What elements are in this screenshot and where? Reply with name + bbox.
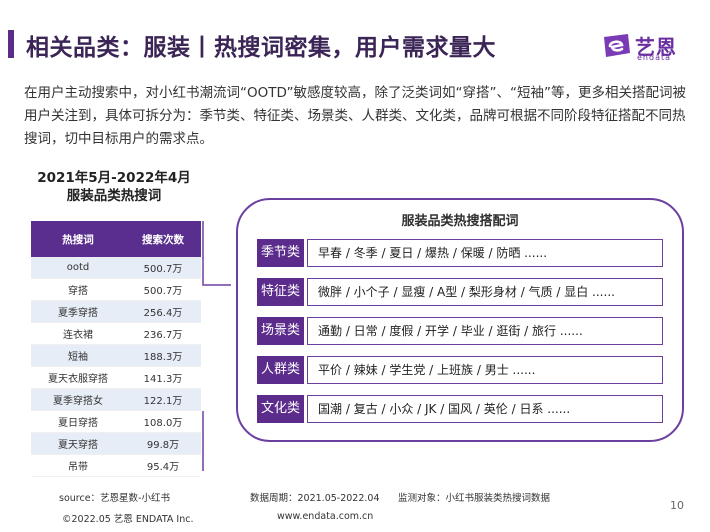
category-words: 平价 / 辣妹 / 学生党 / 上班族 / 男士 ...... (307, 356, 663, 384)
hot-words-table: 热搜词 搜索次数 ootd 500.7万 穿搭 500.7万 夏季穿搭 256.4万 … (31, 221, 201, 477)
keyword-cell: 短袖 (31, 344, 125, 367)
combo-row-feature: 特征类 微胖 / 小个子 / 显瘦 / A型 / 梨形身材 / 气质 / 显白 … (257, 278, 663, 306)
keyword-cell: 穿搭 (31, 278, 125, 301)
copyright: ©2022.05 艺恩 ENDATA Inc. (62, 514, 194, 525)
combo-words-title: 服装品类热搜搭配词 (401, 214, 519, 229)
keyword-cell: 夏天衣服穿搭 (31, 366, 125, 389)
category-tag: 特征类 (257, 278, 304, 306)
data-period-note: 数据周期：2021.05-2022.04 (250, 493, 380, 504)
monitor-target-note: 监测对象：小红书服装类热搜词数据 (398, 493, 551, 504)
combo-row-season: 季节类 早春 / 冬季 / 夏日 / 爆热 / 保暖 / 防晒 ...... (257, 239, 663, 267)
count-cell: 122.1万 (125, 388, 201, 411)
count-cell: 95.4万 (125, 454, 201, 477)
count-cell: 236.7万 (125, 322, 201, 345)
combo-row-culture: 文化类 国潮 / 复古 / 小众 / JK / 国风 / 英伦 / 日系 ...… (257, 395, 663, 423)
hot-words-period: 2021年5月-2022年4月 (37, 170, 191, 186)
category-tag: 季节类 (257, 239, 304, 267)
hot-words-subtitle: 服装品类热搜词 (66, 188, 162, 204)
count-cell: 99.8万 (125, 432, 201, 455)
bracket-connector (202, 221, 231, 471)
endata-logo-icon (604, 34, 630, 57)
keyword-cell: ootd (31, 257, 125, 279)
table-row: 夏天衣服穿搭 141.3万 (31, 366, 201, 389)
table-row: 夏日穿搭 108.0万 (31, 410, 201, 433)
keyword-cell: 夏季穿搭女 (31, 388, 125, 411)
count-cell: 500.7万 (125, 257, 201, 279)
category-words: 早春 / 冬季 / 夏日 / 爆热 / 保暖 / 防晒 ...... (307, 239, 663, 267)
combo-row-crowd: 人群类 平价 / 辣妹 / 学生党 / 上班族 / 男士 ...... (257, 356, 663, 384)
table-row: 夏季穿搭女 122.1万 (31, 388, 201, 411)
page-number: 10 (670, 499, 684, 512)
keyword-cell: 连衣裙 (31, 322, 125, 345)
count-cell: 500.7万 (125, 278, 201, 301)
column-header-keyword: 热搜词 (31, 221, 125, 257)
count-cell: 108.0万 (125, 410, 201, 433)
keyword-cell: 夏日穿搭 (31, 410, 125, 433)
table-row: 吊带 95.4万 (31, 454, 201, 477)
combo-row-scene: 场景类 通勤 / 日常 / 度假 / 开学 / 毕业 / 逛街 / 旅行 ...… (257, 317, 663, 345)
endata-logo: 艺恩 endata (601, 29, 693, 63)
category-tag: 文化类 (257, 395, 304, 423)
category-words: 微胖 / 小个子 / 显瘦 / A型 / 梨形身材 / 气质 / 显白 ....… (307, 278, 663, 306)
count-cell: 141.3万 (125, 366, 201, 389)
category-words: 国潮 / 复古 / 小众 / JK / 国风 / 英伦 / 日系 ...... (307, 395, 663, 423)
table-row: 短袖 188.3万 (31, 344, 201, 367)
table-row: 夏天穿搭 99.8万 (31, 432, 201, 455)
keyword-cell: 夏天穿搭 (31, 432, 125, 455)
logo-text-en: endata (637, 53, 672, 62)
category-words: 通勤 / 日常 / 度假 / 开学 / 毕业 / 逛街 / 旅行 ...... (307, 317, 663, 345)
intro-paragraph: 在用户主动搜索中，对小红书潮流词“OOTD”敏感度较高，除了泛类词如“穿搭”、“… (24, 85, 686, 147)
table-row: 夏季穿搭 256.4万 (31, 300, 201, 323)
website-link[interactable]: www.endata.com.cn (277, 511, 374, 522)
category-tag: 场景类 (257, 317, 304, 345)
table-header-row: 热搜词 搜索次数 (31, 221, 201, 257)
column-header-count: 搜索次数 (125, 221, 201, 257)
hot-words-heading: 2021年5月-2022年4月 服装品类热搜词 (20, 169, 208, 205)
count-cell: 256.4万 (125, 300, 201, 323)
page-title: 相关品类：服装丨热搜词密集，用户需求量大 (26, 35, 496, 61)
table-row: 连衣裙 236.7万 (31, 322, 201, 345)
source-note: source：艺恩星数-小红书 (59, 493, 170, 504)
table-row: ootd 500.7万 (31, 257, 201, 279)
logo-text-cn: 艺恩 (635, 35, 677, 59)
keyword-cell: 夏季穿搭 (31, 300, 125, 323)
count-cell: 188.3万 (125, 344, 201, 367)
keyword-cell: 吊带 (31, 454, 125, 477)
category-tag: 人群类 (257, 356, 304, 384)
title-accent-bar (8, 30, 14, 58)
table-row: 穿搭 500.7万 (31, 278, 201, 301)
